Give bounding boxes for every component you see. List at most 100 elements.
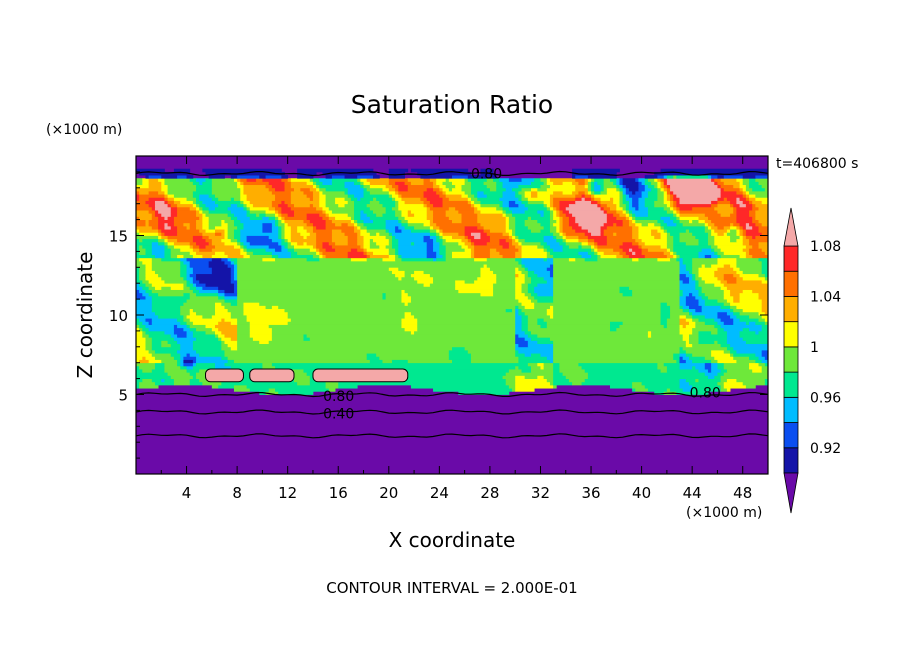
field-cell bbox=[192, 365, 216, 370]
field-cell bbox=[679, 299, 687, 303]
field-cell bbox=[524, 264, 551, 268]
field-cell bbox=[543, 365, 554, 370]
saturation-field bbox=[136, 156, 768, 474]
field-cell bbox=[290, 238, 317, 243]
field-cell bbox=[717, 362, 725, 367]
field-cell bbox=[606, 235, 633, 240]
field-cell bbox=[657, 184, 661, 189]
field-cell bbox=[515, 225, 529, 230]
field-cell bbox=[714, 270, 737, 275]
field-cell bbox=[192, 267, 213, 271]
field-cell bbox=[736, 270, 744, 275]
field-cell bbox=[524, 267, 529, 271]
field-cell bbox=[477, 219, 507, 224]
field-cell bbox=[518, 356, 548, 360]
field-cell bbox=[385, 210, 396, 214]
field-cell bbox=[259, 175, 266, 179]
field-cell bbox=[486, 178, 494, 182]
field-cell bbox=[502, 210, 507, 214]
field-cell bbox=[246, 235, 270, 240]
field-cell bbox=[205, 213, 229, 217]
field-cell bbox=[685, 340, 690, 345]
field-cell bbox=[312, 203, 320, 208]
field-cell bbox=[749, 365, 763, 370]
field-cell bbox=[192, 270, 213, 275]
field-cell bbox=[625, 197, 633, 201]
field-cell bbox=[742, 194, 747, 198]
field-cell bbox=[237, 321, 251, 325]
field-cell bbox=[464, 241, 472, 246]
field-cell bbox=[136, 362, 156, 367]
field-cell bbox=[603, 184, 617, 189]
field-cell bbox=[641, 194, 649, 198]
field-cell bbox=[470, 197, 478, 201]
field-cell bbox=[518, 311, 526, 316]
field-cell bbox=[657, 175, 665, 179]
field-cell bbox=[221, 356, 229, 360]
field-cell bbox=[211, 184, 238, 189]
field-cell bbox=[632, 251, 636, 255]
field-cell bbox=[692, 327, 718, 332]
field-cell bbox=[714, 324, 721, 329]
field-cell bbox=[433, 241, 440, 246]
field-cell bbox=[745, 203, 753, 208]
field-cell bbox=[186, 225, 191, 230]
field-cell bbox=[515, 295, 529, 300]
field-cell bbox=[474, 245, 503, 249]
field-cell bbox=[531, 299, 538, 303]
field-cell bbox=[401, 289, 405, 294]
field-cell bbox=[227, 356, 368, 360]
field-cell bbox=[628, 213, 633, 217]
field-cell bbox=[243, 254, 251, 259]
field-cell bbox=[309, 219, 326, 224]
field-cell bbox=[136, 190, 140, 195]
field-cell bbox=[151, 251, 165, 255]
field-cell bbox=[534, 178, 541, 182]
field-cell bbox=[196, 200, 203, 205]
field-cell bbox=[572, 168, 620, 173]
field-cell bbox=[711, 248, 715, 252]
field-cell bbox=[360, 184, 364, 189]
field-cell bbox=[322, 216, 330, 220]
field-cell bbox=[749, 241, 759, 246]
field-cell bbox=[666, 302, 680, 306]
field-cell bbox=[654, 222, 661, 227]
field-cell bbox=[196, 197, 200, 201]
field-cell bbox=[764, 273, 768, 278]
field-cell bbox=[714, 283, 725, 287]
field-cell bbox=[666, 321, 680, 325]
field-cell bbox=[189, 178, 197, 182]
field-cell bbox=[189, 372, 197, 376]
field-cell bbox=[553, 378, 570, 383]
field-cell bbox=[666, 190, 671, 195]
field-cell bbox=[666, 178, 712, 182]
field-cell bbox=[641, 222, 649, 227]
field-cell bbox=[151, 248, 165, 252]
field-cell bbox=[723, 327, 744, 332]
field-cell bbox=[663, 190, 668, 195]
field-cell bbox=[698, 280, 706, 284]
field-cell bbox=[480, 232, 488, 236]
field-cell bbox=[726, 299, 734, 303]
field-cell bbox=[246, 315, 289, 319]
field-cell bbox=[448, 216, 462, 220]
field-cell bbox=[764, 311, 768, 316]
field-cell bbox=[581, 194, 586, 198]
field-cell bbox=[429, 229, 437, 233]
field-cell bbox=[553, 248, 563, 252]
field-cell bbox=[189, 292, 197, 297]
field-cell bbox=[423, 178, 431, 182]
field-cell bbox=[211, 241, 225, 246]
field-cell bbox=[666, 222, 677, 227]
field-cell bbox=[553, 359, 677, 364]
field-cell bbox=[644, 187, 652, 192]
field-cell bbox=[347, 241, 358, 246]
field-cell bbox=[417, 321, 516, 325]
field-cell bbox=[606, 241, 624, 246]
field-cell bbox=[673, 254, 677, 259]
field-cell bbox=[433, 245, 440, 249]
x-tick-label: 16 bbox=[329, 484, 348, 502]
field-cell bbox=[151, 353, 172, 357]
field-cell bbox=[587, 175, 617, 179]
field-cell bbox=[442, 238, 447, 243]
